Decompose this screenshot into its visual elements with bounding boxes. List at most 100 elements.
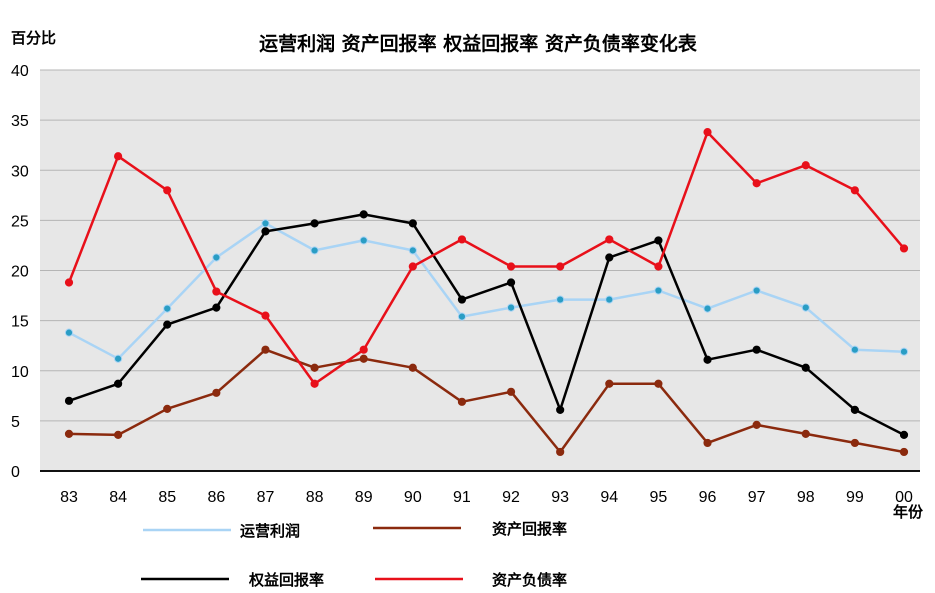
x-tick-label: 84 (109, 489, 127, 506)
x-tick-label: 99 (846, 489, 864, 506)
data-point (163, 320, 172, 329)
data-point (654, 286, 663, 295)
x-tick-label: 97 (748, 489, 766, 506)
data-point (506, 387, 516, 396)
legend-item: 资产负债率 (375, 571, 567, 589)
data-point (64, 278, 74, 287)
data-point (801, 429, 810, 439)
data-point (899, 430, 909, 440)
data-point (654, 379, 663, 388)
x-tick-label: 93 (551, 489, 569, 506)
data-point (703, 304, 712, 313)
x-tick-label: 90 (404, 489, 422, 506)
x-tick-label: 94 (600, 489, 618, 506)
y-tick-label: 25 (11, 213, 29, 230)
data-point (310, 379, 319, 388)
data-point (850, 345, 859, 354)
y-axis-unit-label: 百分比 (11, 29, 56, 47)
data-point (506, 262, 516, 271)
data-point (408, 219, 417, 228)
data-point (359, 354, 368, 363)
data-point (801, 303, 810, 312)
data-point (752, 345, 761, 354)
data-point (654, 262, 663, 271)
data-point (163, 404, 172, 413)
gridlines (40, 69, 920, 422)
x-tick-label: 88 (306, 489, 324, 506)
data-point (457, 312, 467, 321)
data-point (310, 246, 319, 255)
x-axis-ticks: 83 84 85 86 87 88 89 90 91 92 93 94 95 96 97 98 99 00 (60, 489, 913, 506)
data-point (114, 152, 123, 161)
y-tick-label: 10 (11, 364, 29, 381)
series-3 (64, 210, 909, 440)
data-point (899, 244, 909, 253)
legend-item: 运营利润 (143, 522, 300, 540)
data-point (556, 262, 565, 271)
data-point (605, 295, 614, 304)
series-line (68, 348, 905, 454)
data-point (605, 379, 614, 388)
x-tick-label: 92 (502, 489, 520, 506)
x-tick-label: 98 (797, 489, 815, 506)
y-axis-ticks: 0 5 10 15 20 25 30 35 40 (11, 63, 29, 481)
data-point (605, 235, 614, 244)
series-line (68, 213, 905, 437)
series-2 (64, 345, 909, 457)
data-point (556, 405, 565, 414)
data-point (261, 219, 270, 228)
data-point (899, 347, 909, 356)
data-point (605, 253, 614, 262)
y-tick-label: 35 (11, 113, 29, 130)
series-lines (64, 128, 909, 457)
data-point (752, 420, 761, 429)
data-point (261, 227, 270, 236)
x-tick-label: 86 (207, 489, 225, 506)
data-point (506, 278, 516, 287)
data-point (703, 355, 712, 364)
data-point (408, 262, 417, 271)
data-point (212, 388, 221, 397)
data-point (212, 303, 221, 312)
data-point (408, 246, 417, 255)
legend-label: 权益回报率 (248, 571, 324, 589)
data-point (114, 379, 123, 388)
x-tick-label: 87 (257, 489, 275, 506)
data-point (850, 438, 859, 448)
data-point (64, 429, 74, 439)
data-point (801, 161, 810, 170)
series-4 (64, 128, 909, 388)
data-point (556, 295, 565, 304)
x-tick-label: 83 (60, 489, 78, 506)
legend-label: 资产负债率 (492, 571, 567, 589)
x-tick-label: 96 (699, 489, 717, 506)
data-point (899, 447, 909, 457)
data-point (163, 186, 172, 195)
data-point (114, 354, 123, 363)
data-point (703, 438, 712, 448)
y-tick-label: 30 (11, 163, 29, 180)
x-tick-label: 85 (158, 489, 176, 506)
data-point (654, 236, 663, 245)
chart-title: 运营利润 资产回报率 权益回报率 资产负债率变化表 (259, 32, 698, 55)
data-point (212, 253, 221, 262)
legend-label: 资产回报率 (492, 520, 567, 538)
data-point (850, 186, 859, 195)
data-point (64, 328, 74, 337)
data-point (850, 405, 859, 414)
series-line (68, 222, 905, 360)
data-point (703, 128, 712, 137)
y-tick-label: 5 (11, 414, 20, 431)
x-tick-label: 00 (895, 489, 913, 506)
data-point (457, 235, 467, 244)
x-tick-label: 89 (355, 489, 373, 506)
data-point (163, 304, 172, 313)
y-tick-label: 40 (11, 63, 29, 80)
data-point (801, 363, 810, 372)
data-point (556, 447, 565, 457)
data-point (408, 363, 417, 372)
data-point (457, 295, 467, 304)
y-tick-label: 15 (11, 314, 29, 331)
